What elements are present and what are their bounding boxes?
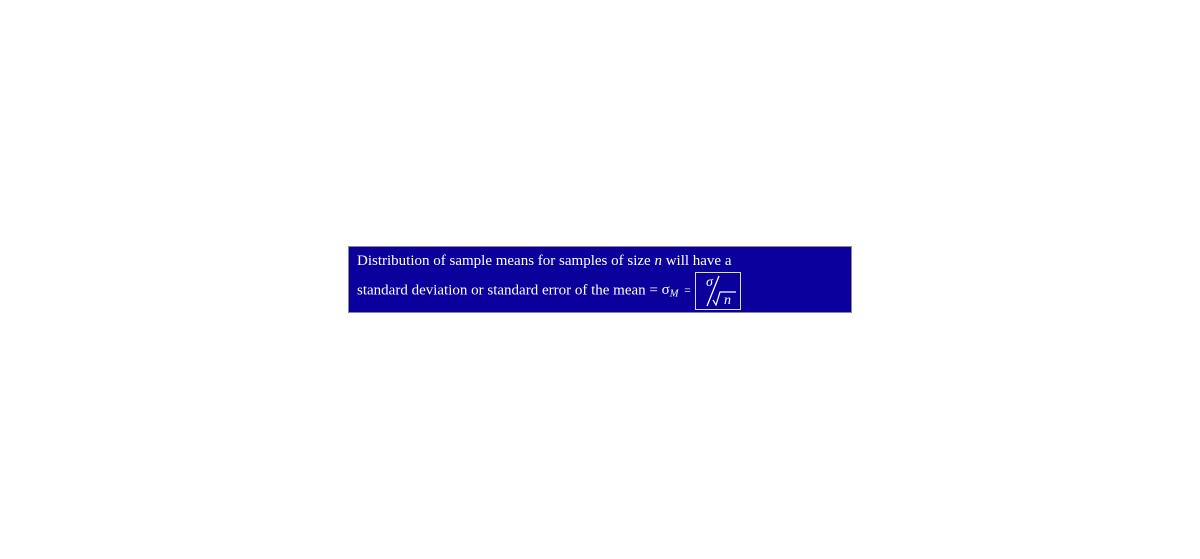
formula-text-box: Distribution of sample means for samples… (348, 246, 852, 312)
sigma-subscript-m: M (670, 289, 679, 300)
line1-text-b: will have a (662, 253, 732, 269)
fraction-sigma-over-sqrt-n: σ n (695, 272, 741, 310)
line1-text-a: Distribution of sample means for samples… (357, 253, 654, 269)
line-1: Distribution of sample means for samples… (357, 251, 843, 271)
line-2: standard deviation or standard error of … (357, 272, 843, 310)
fraction-denominator-n: n (724, 293, 731, 308)
equals-sign: = (684, 285, 690, 297)
sigma-sub-m: σM (662, 282, 679, 298)
line2-text: standard deviation or standard error of … (357, 282, 662, 298)
fraction-numerator: σ (706, 275, 714, 290)
variable-n: n (654, 253, 662, 269)
sigma-symbol: σ (662, 282, 670, 298)
